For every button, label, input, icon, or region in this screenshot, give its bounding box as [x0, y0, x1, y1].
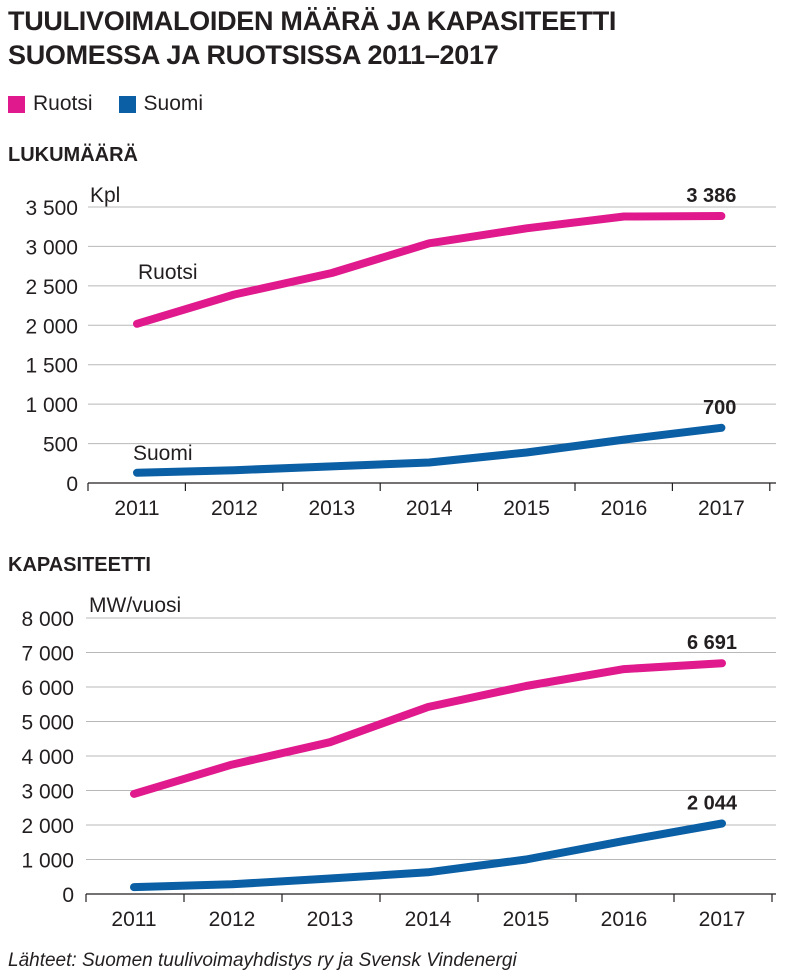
- data-label-suomi-2017: 2 044: [687, 792, 738, 814]
- x-tick-label-2015: 2015: [503, 497, 550, 520]
- data-label-suomi-2017: 700: [703, 397, 736, 419]
- y-tick-label-3000: 3 000: [25, 236, 78, 259]
- y-tick-label-0: 0: [66, 473, 78, 496]
- data-label-ruotsi-2017: 3 386: [686, 185, 736, 207]
- x-tick-label-2012: 2012: [209, 908, 256, 931]
- count-chart: 0 500 1 000 1 500 2 000 2 500 3 000 3 500 Kpl 201…: [25, 184, 776, 520]
- x-tick-label-2013: 2013: [308, 497, 355, 520]
- legend-item-ruotsi: Ruotsi: [8, 92, 93, 116]
- data-point-ruotsi-2016: [620, 665, 628, 673]
- y-tick-label-3500: 3 500: [25, 197, 78, 220]
- data-point-suomi-2016: [620, 436, 628, 444]
- y-tick-label-3000: 3 000: [21, 781, 74, 804]
- data-point-ruotsi-2015: [523, 224, 531, 232]
- chart-title-line2: SUOMESSA JA RUOTSISSA 2011–2017: [8, 40, 499, 70]
- legend: Ruotsi Suomi: [8, 92, 229, 116]
- x-tick-label-2016: 2016: [601, 908, 648, 931]
- legend-swatch-ruotsi: [8, 95, 25, 113]
- y-tick-label-500: 500: [43, 434, 78, 457]
- series-inline-label-suomi: Suomi: [133, 442, 193, 465]
- x-tick-label-2011: 2011: [111, 908, 156, 931]
- data-label-ruotsi-2017: 6 691: [687, 632, 737, 654]
- legend-label-suomi: Suomi: [143, 92, 204, 115]
- section-title-count: LUKUMÄÄRÄ: [8, 144, 138, 166]
- x-tick-label-2014: 2014: [406, 497, 453, 520]
- capacity-chart: 0 1 000 2 000 3 000 4 000 5 000 6 000 7 000 8 00…: [21, 594, 776, 931]
- data-point-ruotsi-2013: [328, 269, 336, 277]
- series-inline-label-ruotsi: Ruotsi: [138, 261, 198, 284]
- y-tick-label-6000: 6 000: [21, 677, 74, 700]
- legend-item-suomi: Suomi: [118, 92, 204, 116]
- data-point-ruotsi-2012: [228, 761, 236, 769]
- series-line-ruotsi: [130, 659, 726, 798]
- data-point-ruotsi-2017: [718, 659, 726, 667]
- data-point-ruotsi-2017: [717, 212, 725, 220]
- y-tick-label-1000: 1 000: [21, 850, 74, 873]
- y-tick-label-0: 0: [62, 884, 74, 907]
- data-point-suomi-2015: [523, 448, 531, 456]
- data-point-ruotsi-2016: [620, 212, 628, 220]
- data-point-ruotsi-2014: [425, 239, 433, 247]
- data-point-ruotsi-2015: [522, 682, 530, 690]
- x-tick-label-2011: 2011: [114, 497, 159, 520]
- y-tick-label-1500: 1 500: [25, 355, 78, 378]
- data-point-suomi-2014: [424, 868, 432, 876]
- y-axis-unit-label: Kpl: [90, 184, 120, 207]
- data-point-suomi-2012: [230, 466, 238, 474]
- data-point-suomi-2013: [328, 462, 336, 470]
- data-point-suomi-2011: [130, 883, 138, 891]
- x-tick-label-2012: 2012: [211, 497, 258, 520]
- chart-title: TUULIVOIMALOIDEN MÄÄRÄ JA KAPASITEETTI S…: [8, 4, 616, 72]
- data-point-suomi-2013: [326, 874, 334, 882]
- y-tick-label-2000: 2 000: [21, 815, 74, 838]
- series-line-ruotsi: [133, 212, 726, 328]
- data-point-ruotsi-2013: [326, 738, 334, 746]
- data-point-suomi-2017: [717, 424, 725, 432]
- source-note: Lähteet: Suomen tuulivoimayhdistys ry ja…: [8, 950, 517, 971]
- x-tick-label-2017: 2017: [698, 497, 745, 520]
- x-tick-label-2014: 2014: [405, 908, 452, 931]
- data-point-suomi-2012: [228, 880, 236, 888]
- data-point-ruotsi-2012: [230, 291, 238, 299]
- x-tick-label-2017: 2017: [699, 908, 746, 931]
- y-tick-label-8000: 8 000: [21, 608, 74, 631]
- data-point-suomi-2017: [718, 819, 726, 827]
- data-point-ruotsi-2011: [133, 320, 141, 328]
- data-point-ruotsi-2014: [424, 703, 432, 711]
- y-tick-label-1000: 1 000: [25, 394, 78, 417]
- data-point-suomi-2014: [425, 458, 433, 466]
- data-point-ruotsi-2011: [130, 790, 138, 798]
- section-title-capacity: KAPASITEETTI: [8, 554, 151, 576]
- y-tick-label-4000: 4 000: [21, 746, 74, 769]
- x-tick-label-2013: 2013: [307, 908, 354, 931]
- y-tick-label-5000: 5 000: [21, 712, 74, 735]
- data-point-suomi-2015: [522, 856, 530, 863]
- series-line-suomi: [130, 819, 726, 892]
- x-tick-label-2015: 2015: [503, 908, 550, 931]
- data-point-suomi-2016: [620, 837, 628, 845]
- data-point-suomi-2011: [133, 469, 141, 477]
- y-tick-label-2000: 2 000: [25, 315, 78, 338]
- y-axis-unit-label: MW/vuosi: [89, 594, 181, 617]
- legend-label-ruotsi: Ruotsi: [33, 92, 93, 115]
- legend-swatch-suomi: [118, 95, 136, 113]
- chart-title-line1: TUULIVOIMALOIDEN MÄÄRÄ JA KAPASITEETTI: [8, 6, 617, 36]
- x-tick-label-2016: 2016: [601, 497, 648, 520]
- y-tick-label-7000: 7 000: [21, 643, 74, 666]
- y-tick-label-2500: 2 500: [25, 276, 78, 299]
